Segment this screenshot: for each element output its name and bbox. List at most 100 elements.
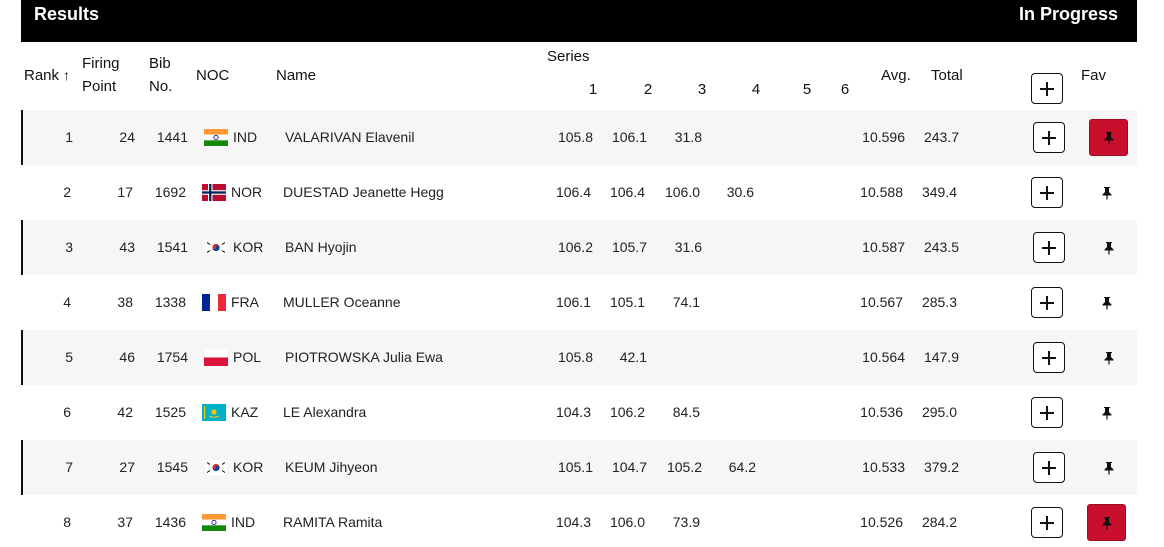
favorite-button[interactable] [1089, 339, 1128, 376]
noc-cell: IND [231, 514, 256, 530]
add-to-compare-button[interactable] [1031, 287, 1063, 318]
bib-header-line2: No. [149, 78, 173, 95]
bib-cell: 1525 [154, 404, 186, 420]
firing-point-cell: 43 [119, 239, 135, 255]
athlete-name-cell[interactable]: KEUM Jihyeon [285, 459, 378, 475]
name-header[interactable]: Name [276, 67, 317, 84]
series-1-header: 1 [588, 81, 598, 98]
add-to-compare-button[interactable] [1033, 232, 1065, 263]
bib-cell: 1541 [156, 239, 188, 255]
firing-point-header-line1: Firing [82, 55, 120, 72]
pin-icon [1101, 406, 1113, 420]
favorite-button[interactable] [1087, 284, 1126, 321]
bib-cell: 1436 [154, 514, 186, 530]
add-to-compare-button[interactable] [1033, 452, 1065, 483]
noc-cell: KOR [233, 459, 264, 475]
avg-header[interactable]: Avg. [881, 67, 911, 84]
series-header: Series [547, 48, 590, 65]
series-2-cell: 106.1 [611, 129, 647, 145]
table-row[interactable]: 5 46 1754 POL PIOTROWSKA Julia Ewa 105.8 42.1 1… [21, 330, 1137, 385]
add-to-compare-button[interactable] [1033, 122, 1065, 153]
bib-cell: 1338 [154, 294, 186, 310]
nor-flag-icon [202, 184, 226, 201]
series-1-cell: 104.3 [555, 514, 591, 530]
series-1-cell: 106.4 [555, 184, 591, 200]
series-4-cell [704, 495, 754, 547]
average-cell: 10.564 [862, 349, 905, 365]
series-2-cell: 105.7 [611, 239, 647, 255]
bib-header[interactable]: Bib No. [149, 52, 172, 98]
table-row[interactable]: 6 42 1525 KAZ LE Alexandra 104.3 106.2 84.5 10.5… [21, 385, 1137, 440]
bib-header-line1: Bib [149, 55, 171, 72]
table-row[interactable]: 1 24 1441 IND VALARIVAN Elavenil 105.8 106.1 31… [21, 110, 1137, 165]
noc-cell: FRA [231, 294, 259, 310]
average-cell: 10.526 [860, 514, 903, 530]
athlete-name-cell[interactable]: LE Alexandra [283, 404, 367, 420]
athlete-name-cell[interactable]: BAN Hyojin [285, 239, 357, 255]
firing-point-cell: 17 [117, 184, 133, 200]
table-row[interactable]: 8 37 1436 IND RAMITA Ramita 104.3 106.0 73.9 10.… [21, 495, 1137, 547]
rank-cell: 4 [63, 294, 71, 310]
favorite-button[interactable] [1089, 229, 1128, 266]
table-row[interactable]: 2 17 1692 NOR DUESTAD Jeanette Hegg 106.4 106.… [21, 165, 1137, 220]
series-4-cell [704, 275, 754, 330]
noc-cell: KAZ [231, 404, 259, 420]
table-row[interactable]: 4 38 1338 FRA MULLER Oceanne 106.1 105.1 74.1 10… [21, 275, 1137, 330]
average-cell: 10.587 [862, 239, 905, 255]
pol-flag-icon [204, 349, 228, 366]
athlete-name-cell[interactable]: RAMITA Ramita [283, 514, 383, 530]
kor-flag-icon [204, 239, 228, 256]
total-header[interactable]: Total [931, 67, 963, 84]
table-row[interactable]: 7 27 1545 KOR KEUM Jihyeon 105.1 104.7 105.2 64.… [21, 440, 1137, 495]
total-cell: 147.9 [923, 349, 959, 365]
rank-cell: 5 [65, 349, 73, 365]
athlete-name-cell[interactable]: MULLER Oceanne [283, 294, 401, 310]
fra-flag-icon [202, 294, 226, 311]
series-2-header: 2 [643, 81, 653, 98]
athlete-name-cell[interactable]: PIOTROWSKA Julia Ewa [285, 349, 443, 365]
favorite-button[interactable] [1087, 394, 1126, 431]
status-label: In Progress [1018, 4, 1118, 24]
add-all-button[interactable] [1031, 73, 1063, 104]
favorite-button[interactable] [1089, 119, 1128, 156]
total-cell: 243.5 [923, 239, 959, 255]
firing-point-cell: 46 [119, 349, 135, 365]
series-1-cell: 105.1 [557, 459, 593, 475]
series-2-cell: 106.0 [609, 514, 645, 530]
firing-point-header-line2: Point [82, 78, 117, 95]
favorite-button[interactable] [1089, 449, 1128, 486]
add-to-compare-button[interactable] [1031, 177, 1063, 208]
series-2-cell: 106.4 [609, 184, 645, 200]
series-6-header: 6 [840, 81, 850, 98]
athlete-name-cell[interactable]: DUESTAD Jeanette Hegg [283, 184, 444, 200]
favorite-button[interactable] [1087, 174, 1126, 211]
add-to-compare-button[interactable] [1033, 342, 1065, 373]
kor-flag-icon [204, 459, 228, 476]
series-2-cell: 106.2 [609, 404, 645, 420]
noc-cell: POL [233, 349, 262, 365]
rank-header[interactable]: Rank ↑ [24, 64, 70, 87]
series-3-cell: 84.5 [672, 404, 700, 420]
series-3-cell: 31.6 [674, 239, 702, 255]
pin-icon [1103, 461, 1115, 475]
favorite-button[interactable] [1087, 504, 1126, 541]
series-1-cell: 106.2 [557, 239, 593, 255]
rank-header-label: Rank [24, 67, 60, 84]
rank-cell: 8 [63, 514, 71, 530]
series-2-cell: 105.1 [609, 294, 645, 310]
series-3-header: 3 [697, 81, 707, 98]
table-row[interactable]: 3 43 1541 KOR BAN Hyojin 106.2 105.7 31.6 10.587… [21, 220, 1137, 275]
series-4-cell [706, 330, 756, 385]
noc-header[interactable]: NOC [196, 67, 230, 84]
series-3-cell: 105.2 [666, 459, 702, 475]
add-to-compare-button[interactable] [1031, 397, 1063, 428]
athlete-name-cell[interactable]: VALARIVAN Elavenil [285, 129, 415, 145]
series-1-cell: 105.8 [557, 129, 593, 145]
average-cell: 10.536 [860, 404, 903, 420]
pin-icon [1101, 516, 1113, 530]
total-cell: 349.4 [921, 184, 957, 200]
sort-ascending-icon: ↑ [63, 67, 71, 83]
firing-point-header[interactable]: Firing Point [82, 52, 120, 98]
add-to-compare-button[interactable] [1031, 507, 1063, 538]
series-1-cell: 106.1 [555, 294, 591, 310]
